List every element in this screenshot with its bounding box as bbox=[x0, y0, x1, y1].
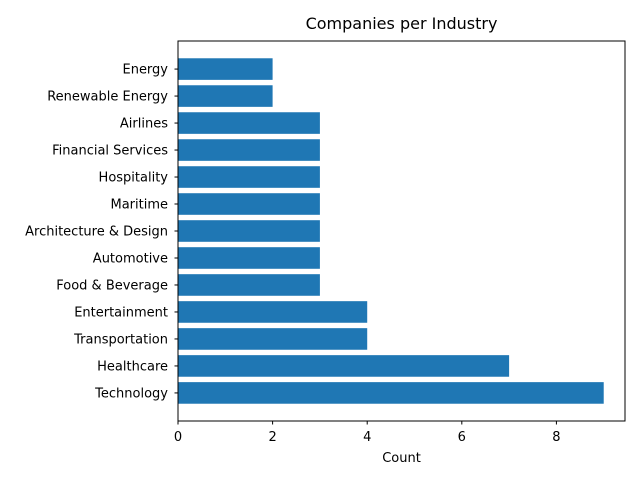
y-tick-label: Entertainment bbox=[74, 305, 168, 320]
bar-architecture-design bbox=[178, 220, 320, 242]
y-tick-label: Technology bbox=[94, 386, 168, 401]
y-tick-label: Architecture & Design bbox=[25, 225, 168, 240]
axes-frame bbox=[177, 40, 626, 422]
bar-technology bbox=[178, 382, 604, 404]
y-tick-label: Financial Services bbox=[52, 144, 168, 159]
y-tick-label: Airlines bbox=[120, 117, 168, 132]
y-tick-label: Transportation bbox=[73, 332, 168, 347]
bar-healthcare bbox=[178, 355, 510, 377]
x-axis-label: Count bbox=[382, 451, 421, 466]
y-tick-label: Hospitality bbox=[99, 171, 169, 186]
bar-transportation bbox=[178, 328, 368, 350]
bar-maritime bbox=[178, 193, 320, 215]
x-tick-label: 0 bbox=[174, 430, 182, 445]
bar-airlines bbox=[178, 112, 320, 134]
y-tick-label: Healthcare bbox=[97, 359, 168, 374]
y-tick-label: Maritime bbox=[110, 198, 168, 213]
y-tick-label: Renewable Energy bbox=[47, 90, 168, 105]
bar-hospitality bbox=[178, 166, 320, 188]
x-tick-label: 8 bbox=[552, 430, 560, 445]
y-tick-label: Automotive bbox=[93, 251, 168, 266]
x-tick-label: 2 bbox=[268, 430, 276, 445]
bar-automotive bbox=[178, 247, 320, 269]
x-tick-label: 4 bbox=[363, 430, 371, 445]
bar-entertainment bbox=[178, 301, 368, 323]
bar-food-beverage bbox=[178, 274, 320, 296]
bar-renewable-energy bbox=[178, 85, 273, 107]
bar-financial-services bbox=[178, 139, 320, 161]
x-tick-label: 6 bbox=[458, 430, 466, 445]
y-tick-label: Food & Beverage bbox=[56, 278, 168, 293]
y-tick-label: Energy bbox=[122, 63, 168, 78]
bar-energy bbox=[178, 58, 273, 80]
chart-title: Companies per Industry bbox=[306, 14, 498, 33]
